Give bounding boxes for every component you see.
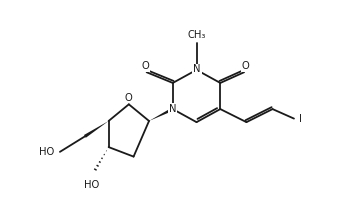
Text: O: O bbox=[125, 93, 133, 103]
Polygon shape bbox=[149, 108, 174, 121]
Text: N: N bbox=[193, 64, 201, 74]
Text: O: O bbox=[141, 61, 149, 71]
Text: HO: HO bbox=[84, 180, 100, 190]
Text: N: N bbox=[169, 104, 176, 114]
Text: HO: HO bbox=[39, 147, 54, 157]
Polygon shape bbox=[84, 121, 108, 138]
Text: O: O bbox=[241, 61, 249, 71]
Text: CH₃: CH₃ bbox=[187, 30, 206, 40]
Text: I: I bbox=[299, 114, 302, 124]
